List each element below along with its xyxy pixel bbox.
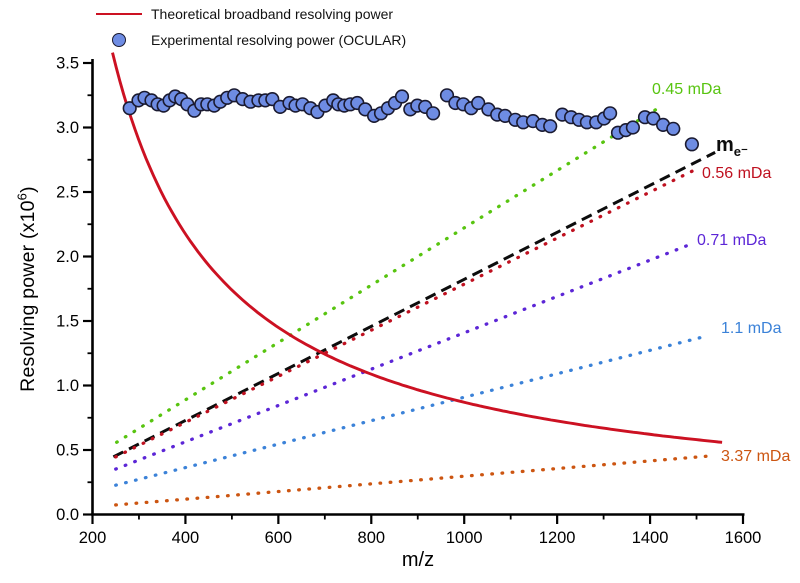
- data-point: [625, 120, 641, 135]
- y-tick-label: 3.0: [56, 119, 79, 137]
- annotation-1.1-mDa: 1.1 mDa: [721, 320, 782, 337]
- x-tick-label: 1400: [632, 529, 669, 547]
- x-tick-label: 1000: [446, 529, 483, 547]
- iso-mass-line-3.37: [114, 453, 717, 507]
- annotation-0.71-mDa: 0.71 mDa: [697, 232, 767, 249]
- y-axis-title-close: ): [16, 186, 39, 193]
- theoretical-curve: [111, 52, 723, 444]
- red-line-icon: [96, 13, 142, 15]
- y-axis-title-superscript: 6: [14, 192, 30, 201]
- x-tick-label: 1200: [539, 529, 576, 547]
- x-tick-label: 600: [265, 529, 293, 547]
- data-point: [426, 106, 441, 121]
- data-point: [666, 121, 681, 136]
- data-point: [646, 111, 661, 126]
- data-point: [394, 89, 410, 104]
- y-axis-title: Resolving power (x106): [14, 186, 40, 392]
- data-point: [684, 137, 700, 152]
- legend-label-experimental: Experimental resolving power (OCULAR): [151, 32, 407, 48]
- annotation-electron-mass: me⁻: [716, 134, 748, 159]
- y-tick-label: 0.0: [56, 506, 79, 524]
- y-tick-label: 1.0: [56, 377, 79, 395]
- legend-item-theoretical: Theoretical broadband resolving power: [90, 1, 406, 27]
- iso-mass-line-0.45: [115, 107, 659, 444]
- data-point: [543, 119, 558, 134]
- y-tick-label: 0.5: [56, 442, 79, 460]
- y-tick-label: 2.0: [56, 248, 79, 266]
- y-axis-title-text: Resolving power (x10: [16, 200, 39, 392]
- blue-circle-icon: [112, 33, 126, 47]
- x-tick-label: 400: [172, 529, 200, 547]
- x-tick-label: 1600: [725, 529, 762, 547]
- legend-item-experimental: Experimental resolving power (OCULAR): [90, 27, 406, 53]
- x-axis-title: m/z: [401, 549, 435, 571]
- iso-mass-line-0.5486: [112, 151, 716, 459]
- data-point: [122, 101, 137, 116]
- legend-marker-box: [90, 33, 148, 47]
- annotation-0.56-mDa: 0.56 mDa: [702, 165, 772, 182]
- x-tick-label: 200: [79, 529, 107, 547]
- legend-label-theoretical: Theoretical broadband resolving power: [151, 6, 394, 22]
- data-point: [602, 106, 618, 121]
- y-tick-label: 1.5: [56, 313, 79, 331]
- annotation-3.37-mDa: 3.37 mDa: [721, 448, 791, 465]
- iso-mass-line-1.1: [114, 335, 706, 487]
- x-tick-label: 800: [358, 529, 386, 547]
- y-tick-label: 2.5: [56, 184, 79, 202]
- y-tick-label: 3.5: [56, 55, 79, 73]
- legend-marker-box: [90, 13, 148, 15]
- annotation-0.45-mDa: 0.45 mDa: [652, 81, 722, 98]
- iso-mass-line-0.56: [114, 166, 701, 459]
- data-point: [471, 95, 486, 111]
- legend: Theoretical broadband resolving power Ex…: [90, 1, 406, 53]
- iso-mass-line-0.71: [114, 243, 689, 471]
